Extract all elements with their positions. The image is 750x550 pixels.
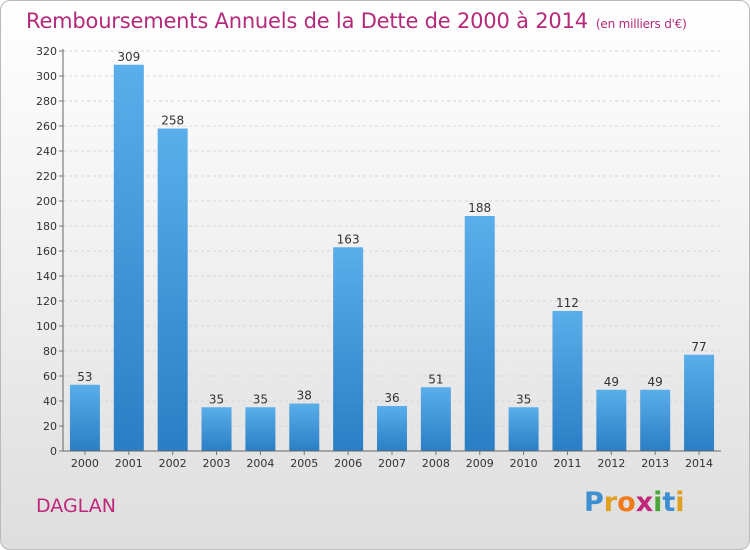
x-tick-label: 2003 (203, 457, 231, 470)
y-tick-label: 280 (36, 95, 57, 108)
y-tick-label: 80 (43, 345, 57, 358)
x-tick-label: 2000 (71, 457, 99, 470)
x-tick-label: 2002 (159, 457, 187, 470)
x-tick-label: 2004 (246, 457, 274, 470)
data-label: 163 (337, 232, 360, 246)
y-tick-label: 120 (36, 295, 57, 308)
y-tick-label: 260 (36, 120, 57, 133)
bar (552, 311, 583, 451)
logo-letter: t (662, 487, 676, 518)
label-layer: 53 309 258 35 35 38 163 36 51 188 35 112 49 49 77 (77, 50, 706, 407)
y-tick-label: 60 (43, 370, 57, 383)
y-tick-label: 0 (50, 445, 57, 458)
y-tick-label: 220 (36, 170, 57, 183)
data-label: 36 (384, 391, 399, 405)
logo-letter: i (653, 487, 663, 518)
chart-subtitle: (en milliers d'€) (595, 17, 687, 31)
logo-letter: i (675, 487, 685, 518)
bar (684, 354, 715, 451)
data-label: 35 (516, 392, 531, 406)
data-label: 188 (468, 201, 491, 215)
x-tick-label: 2008 (422, 457, 450, 470)
bar (69, 384, 100, 451)
y-tick-label: 180 (36, 220, 57, 233)
data-label: 49 (604, 375, 619, 389)
data-label: 258 (161, 114, 184, 128)
data-label: 49 (648, 375, 663, 389)
y-tick-label: 140 (36, 270, 57, 283)
data-label: 51 (428, 372, 443, 386)
chart-title: Remboursements Annuels de la Dette de 20… (26, 9, 687, 33)
bar (508, 407, 539, 451)
y-tick-label: 320 (36, 45, 57, 58)
x-tick-label: 2010 (510, 457, 538, 470)
data-label: 77 (691, 340, 706, 354)
data-label: 38 (297, 389, 312, 403)
x-tick-label: 2009 (466, 457, 494, 470)
axis-layer: 0 20 40 60 80 100 120 140 160 180 200 220 240 260 280 3… (36, 45, 721, 470)
y-tick-label: 20 (43, 420, 57, 433)
bar (333, 247, 364, 451)
bar (596, 389, 627, 451)
y-tick-label: 300 (36, 70, 57, 83)
data-label: 53 (77, 370, 92, 384)
data-label: 309 (117, 50, 140, 64)
x-tick-label: 2012 (597, 457, 625, 470)
bar-layer (69, 64, 715, 451)
bar (640, 389, 671, 451)
logo-letter: P (584, 487, 604, 518)
bar (245, 407, 276, 451)
x-tick-label: 2001 (115, 457, 143, 470)
chart-title-text: Remboursements Annuels de la Dette de 20… (26, 9, 588, 33)
commune-name: DAGLAN (36, 495, 116, 517)
logo-letter: r (603, 487, 618, 518)
bar (157, 128, 188, 451)
x-tick-label: 2005 (290, 457, 318, 470)
x-tick-label: 2013 (641, 457, 669, 470)
data-label: 112 (556, 296, 579, 310)
bar (201, 407, 232, 451)
bar (464, 216, 495, 451)
logo-letter: o (617, 487, 636, 518)
x-tick-label: 2007 (378, 457, 406, 470)
logo-letter: x (635, 487, 654, 518)
bar (113, 64, 144, 451)
bar (289, 403, 320, 451)
y-tick-label: 40 (43, 395, 57, 408)
data-label: 35 (253, 392, 268, 406)
y-tick-label: 160 (36, 245, 57, 258)
x-tick-label: 2014 (685, 457, 713, 470)
y-tick-label: 100 (36, 320, 57, 333)
proxiti-logo: Proxiti (584, 487, 685, 518)
bar (377, 406, 407, 451)
x-tick-label: 2011 (553, 457, 581, 470)
y-tick-label: 200 (36, 195, 57, 208)
x-tick-label: 2006 (334, 457, 362, 470)
y-tick-label: 240 (36, 145, 57, 158)
data-label: 35 (209, 392, 224, 406)
bar (420, 387, 451, 451)
